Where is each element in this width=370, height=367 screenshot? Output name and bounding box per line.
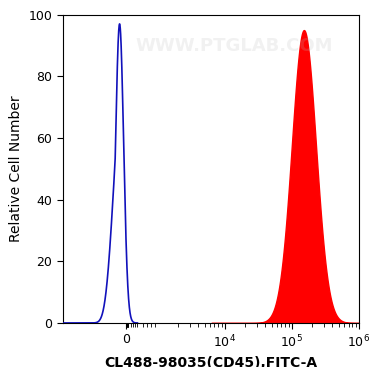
Y-axis label: Relative Cell Number: Relative Cell Number (9, 95, 23, 242)
X-axis label: CL488-98035(CD45),FITC-A: CL488-98035(CD45),FITC-A (104, 356, 317, 367)
Text: WWW.PTGLAB.COM: WWW.PTGLAB.COM (136, 36, 333, 55)
